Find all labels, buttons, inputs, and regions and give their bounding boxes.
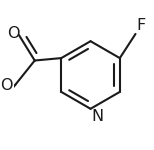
Text: N: N <box>91 109 103 124</box>
Text: O: O <box>7 26 20 41</box>
Text: F: F <box>136 18 145 33</box>
Text: O: O <box>0 78 13 93</box>
